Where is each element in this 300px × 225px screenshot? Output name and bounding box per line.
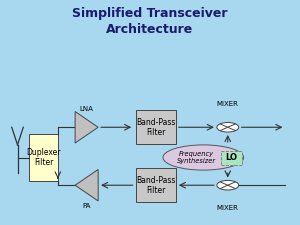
Text: Frequency
Synthesizer: Frequency Synthesizer bbox=[176, 151, 216, 164]
Polygon shape bbox=[75, 169, 98, 201]
Text: Duplexer
Filter: Duplexer Filter bbox=[26, 148, 61, 167]
Text: Band-Pass
Filter: Band-Pass Filter bbox=[136, 176, 176, 195]
Text: MIXER: MIXER bbox=[217, 205, 239, 211]
Text: Simplified Transceiver
Architecture: Simplified Transceiver Architecture bbox=[72, 7, 228, 36]
Text: LO: LO bbox=[226, 153, 238, 162]
FancyBboxPatch shape bbox=[220, 151, 242, 165]
Polygon shape bbox=[75, 112, 98, 143]
Text: Band-Pass
Filter: Band-Pass Filter bbox=[136, 117, 176, 137]
Bar bbox=[29, 134, 58, 181]
Bar bbox=[136, 110, 176, 144]
Circle shape bbox=[217, 180, 239, 190]
Text: PA: PA bbox=[82, 203, 91, 209]
Circle shape bbox=[217, 122, 239, 132]
Text: MIXER: MIXER bbox=[217, 101, 239, 107]
Text: LNA: LNA bbox=[80, 106, 94, 112]
Ellipse shape bbox=[163, 145, 244, 170]
Bar bbox=[136, 168, 176, 202]
